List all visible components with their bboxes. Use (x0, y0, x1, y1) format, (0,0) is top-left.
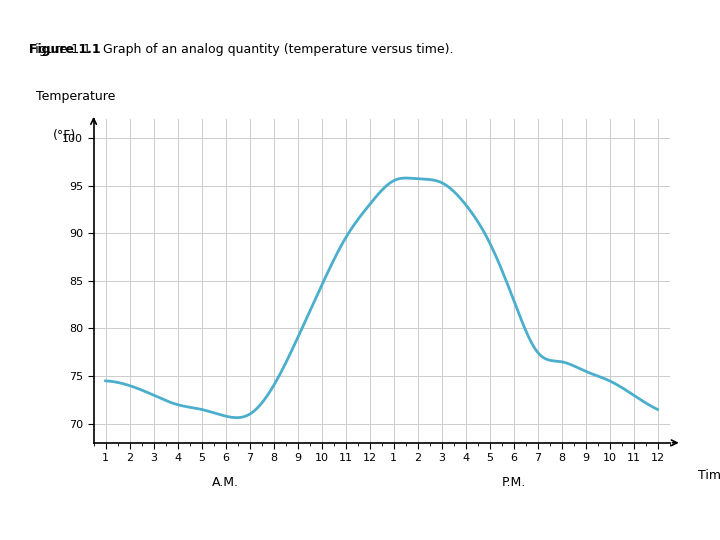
Text: (°F): (°F) (53, 129, 76, 141)
Text: P.M.: P.M. (501, 476, 526, 489)
Text: Upper Saddle River, New Jersey 07458: Upper Saddle River, New Jersey 07458 (524, 513, 713, 523)
Text: Temperature: Temperature (36, 90, 115, 103)
Text: All rights reserved.: All rights reserved. (621, 526, 713, 537)
Text: Digital Fundamentals, Tenth Edition: Digital Fundamentals, Tenth Edition (94, 505, 279, 515)
Text: Thomas L. Floyd: Thomas L. Floyd (94, 525, 179, 535)
Text: Figure 1.1   Graph of an analog quantity (temperature versus time).: Figure 1.1 Graph of an analog quantity (… (29, 43, 454, 56)
Text: PEARSON: PEARSON (4, 509, 75, 522)
Text: Figure 1.1: Figure 1.1 (29, 43, 100, 56)
Text: Time of day: Time of day (698, 469, 720, 482)
Text: A.M.: A.M. (212, 476, 239, 489)
Text: Copyright ©2009 by Pearson Higher Education, Inc.: Copyright ©2009 by Pearson Higher Educat… (459, 500, 713, 510)
